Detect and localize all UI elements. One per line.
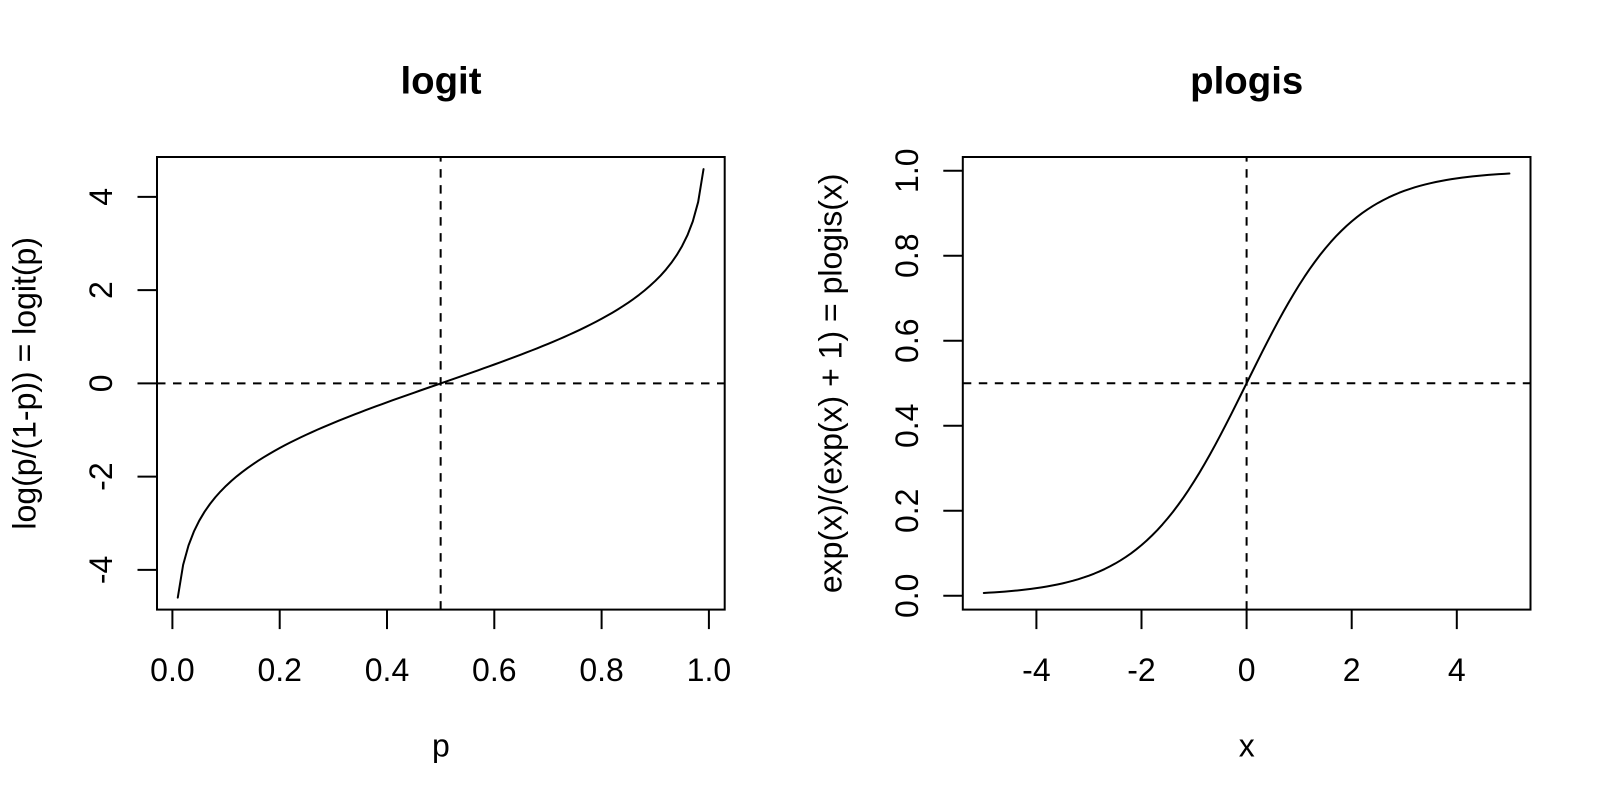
svg-text:0: 0 (1238, 652, 1256, 688)
svg-text:0.8: 0.8 (889, 233, 925, 277)
svg-text:0.4: 0.4 (889, 404, 925, 448)
svg-text:0.8: 0.8 (579, 652, 623, 688)
svg-text:1.0: 1.0 (889, 148, 925, 192)
svg-text:0.0: 0.0 (150, 652, 194, 688)
svg-text:0.4: 0.4 (365, 652, 409, 688)
svg-text:0.6: 0.6 (889, 318, 925, 362)
svg-text:0.2: 0.2 (889, 489, 925, 533)
svg-text:-2: -2 (1127, 652, 1155, 688)
svg-text:-4: -4 (1022, 652, 1050, 688)
svg-text:log(p/(1-p)) = logit(p): log(p/(1-p)) = logit(p) (7, 237, 43, 530)
svg-text:0.6: 0.6 (472, 652, 516, 688)
svg-text:logit: logit (400, 60, 481, 103)
svg-text:exp(x)/(exp(x) + 1) = plogis(x: exp(x)/(exp(x) + 1) = plogis(x) (813, 173, 849, 593)
svg-text:4: 4 (83, 188, 119, 206)
svg-text:0: 0 (83, 375, 119, 393)
svg-text:x: x (1239, 728, 1255, 764)
svg-text:4: 4 (1448, 652, 1466, 688)
svg-text:0.2: 0.2 (257, 652, 301, 688)
svg-text:p: p (432, 728, 450, 764)
svg-text:1.0: 1.0 (687, 652, 731, 688)
svg-text:-2: -2 (83, 462, 119, 490)
svg-text:0.0: 0.0 (889, 574, 925, 618)
svg-text:-4: -4 (83, 556, 119, 584)
svg-text:2: 2 (83, 281, 119, 299)
svg-text:2: 2 (1343, 652, 1361, 688)
svg-text:plogis: plogis (1190, 60, 1303, 103)
